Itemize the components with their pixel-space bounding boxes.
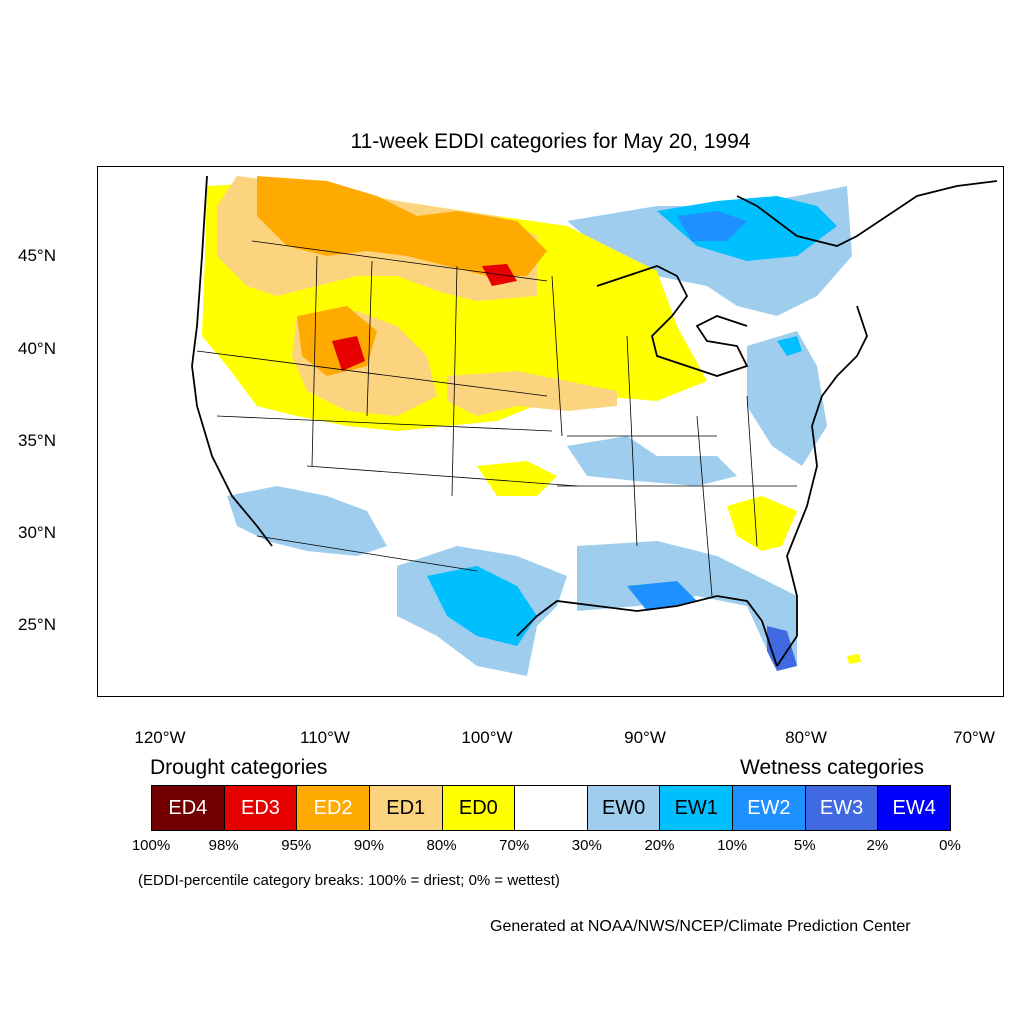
legend-break-label: 95% — [281, 837, 312, 854]
map-border — [97, 166, 1004, 697]
ed1-region-plains — [447, 371, 617, 416]
ew0-region-kentucky — [567, 436, 737, 486]
category-note: (EDDI-percentile category breaks: 100% =… — [138, 872, 560, 889]
legend-break-label: 100% — [131, 837, 171, 854]
ed0-region-carolinas — [727, 496, 797, 551]
lon-tick-70w: 70°W — [953, 728, 995, 747]
lon-tick-90w: 90°W — [624, 728, 666, 747]
ew1-region-pennsylvania — [777, 336, 802, 356]
legend-break-label: 10% — [717, 837, 748, 854]
ew2-region-lake-superior — [677, 211, 747, 241]
drought-legend-heading: Drought categories — [150, 756, 328, 779]
legend-break-label: 0% — [939, 837, 961, 854]
lat-tick-30n: 30°N — [18, 523, 56, 542]
ew0-region-mid-atlantic — [747, 331, 827, 466]
eddi-map — [97, 166, 1004, 697]
wetness-regions — [227, 186, 852, 676]
ew0-region-gulf-coast — [577, 541, 797, 666]
lat-tick-40n: 40°N — [18, 339, 56, 358]
legend-swatch-ew0: EW0 — [586, 785, 661, 831]
legend-break-label: 2% — [866, 837, 889, 854]
lon-tick-100w: 100°W — [461, 728, 513, 747]
legend-break-label: 30% — [571, 837, 602, 854]
legend-break-label: 90% — [353, 837, 384, 854]
ed0-region-florida-keys — [847, 654, 861, 664]
legend-swatch-ed4: ED4 — [151, 785, 225, 831]
ew1-region-upper-michigan — [657, 196, 837, 261]
legend-break-label: 80% — [426, 837, 457, 854]
credit-line: Generated at NOAA/NWS/NCEP/Climate Predi… — [490, 918, 911, 935]
lon-tick-120w: 120°W — [134, 728, 186, 747]
legend-break-label: 70% — [499, 837, 530, 854]
map-title: 11-week EDDI categories for May 20, 1994 — [350, 130, 751, 153]
lat-tick-25n: 25°N — [18, 615, 56, 634]
ed3-region-utah — [332, 336, 365, 371]
lon-tick-80w: 80°W — [785, 728, 827, 747]
lat-tick-45n: 45°N — [18, 246, 56, 265]
legend-swatch-normal — [514, 785, 588, 831]
ed2-region-montana — [257, 176, 547, 276]
legend-swatch-ew1: EW1 — [659, 785, 734, 831]
lat-tick-35n: 35°N — [18, 431, 56, 450]
legend-swatch-ed2: ED2 — [296, 785, 370, 831]
legend-swatch-ew2: EW2 — [732, 785, 806, 831]
ed0-region-oklahoma — [477, 461, 557, 496]
legend-break-label: 98% — [208, 837, 239, 854]
map-panel — [97, 166, 1004, 697]
legend-swatch-ew3: EW3 — [804, 785, 879, 831]
legend-swatch-ed0: ED0 — [441, 785, 516, 831]
wetness-legend-heading: Wetness categories — [740, 756, 925, 779]
coastlines — [191, 175, 998, 667]
legend-swatch-ed1: ED1 — [368, 785, 443, 831]
legend-swatch-ew4: EW4 — [877, 785, 951, 831]
legend-break-label: 20% — [644, 837, 675, 854]
legend-break-label: 5% — [793, 837, 816, 854]
ed3-region-north-dakota — [482, 264, 517, 286]
lon-tick-110w: 110°W — [300, 728, 350, 747]
state-boundaries — [196, 240, 797, 597]
ew2-region-louisiana — [627, 581, 697, 611]
legend-swatch-ed3: ED3 — [223, 785, 298, 831]
ew1-region-texas-coast — [427, 566, 537, 646]
